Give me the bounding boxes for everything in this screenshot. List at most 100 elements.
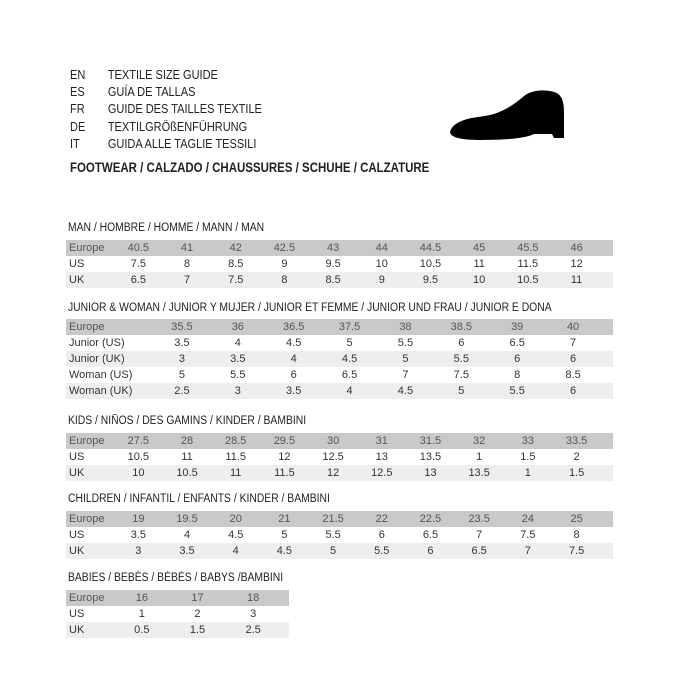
size-cell: 7.5	[211, 272, 261, 288]
size-cell: 21.5	[308, 511, 358, 527]
size-cell: 12	[552, 256, 601, 272]
size-cell: 4	[211, 543, 261, 559]
size-cell: 23.5	[454, 511, 504, 527]
row-padding	[601, 319, 613, 335]
size-cell: 5.5	[357, 543, 407, 559]
size-cell: 4	[162, 527, 212, 543]
size-cell: 5.5	[433, 351, 490, 367]
row-label: Europe	[66, 319, 154, 335]
size-cell: 45.5	[503, 240, 553, 256]
table-row: US 1 2 3	[66, 606, 289, 622]
size-cell: 3.5	[265, 383, 322, 399]
size-cell: 40	[545, 319, 601, 335]
size-cell: 44.5	[406, 240, 455, 256]
size-cell: 9	[260, 256, 309, 272]
section-title: CHILDREN / INFANTIL / ENFANTS / KINDER /…	[68, 493, 330, 505]
size-cell: 1.5	[169, 622, 226, 638]
size-cell: 11.5	[211, 449, 261, 465]
size-cell: 9.5	[308, 256, 358, 272]
table-row: UK 10 10.5 11 11.5 12 12.5 13 13.5 1 1.5	[66, 465, 613, 481]
section-children: CHILDREN / INFANTIL / ENFANTS / KINDER /…	[66, 492, 613, 559]
table-row: UK 6.5 7 7.5 8 8.5 9 9.5 10 10.5 11	[66, 272, 613, 288]
size-cell: 40.5	[114, 240, 163, 256]
size-table-children: Europe 19 19.5 20 21 21.5 22 22.5 23.5 24 25 US 3.5 4…	[66, 511, 613, 559]
section-babies: BABIES / BEBÉS / BÉBÉS / BABYS /BAMBINI …	[66, 571, 307, 638]
size-cell: 5	[260, 527, 309, 543]
size-cell: 31.5	[406, 433, 455, 449]
row-padding	[601, 511, 613, 527]
size-cell: 6	[357, 527, 407, 543]
table-row: Junior (UK) 3 3.5 4 4.5 5 5.5 6 6	[66, 351, 613, 367]
size-cell: 5	[154, 367, 210, 383]
size-cell: 10.5	[162, 465, 212, 481]
size-cell: 33	[503, 433, 553, 449]
size-cell: 18	[225, 590, 281, 606]
size-cell: 9	[357, 272, 407, 288]
size-cell: 11	[552, 272, 601, 288]
row-label: US	[66, 449, 114, 465]
row-label: Europe	[66, 240, 114, 256]
size-cell: 4.5	[265, 335, 322, 351]
size-cell: 9.5	[406, 272, 455, 288]
size-cell: 2	[169, 606, 226, 622]
size-cell: 6	[489, 351, 546, 367]
size-cell: 1.5	[503, 449, 553, 465]
size-cell: 3.5	[162, 543, 212, 559]
row-padding	[601, 465, 613, 481]
row-padding	[281, 622, 289, 638]
footwear-title: FOOTWEAR / CALZADO / CHAUSSURES / SCHUHE…	[70, 160, 430, 175]
size-cell: 12.5	[357, 465, 407, 481]
size-cell: 8	[552, 527, 601, 543]
row-label: Europe	[66, 433, 114, 449]
size-cell: 19	[114, 511, 163, 527]
size-cell: 7	[503, 543, 553, 559]
size-cell: 6	[545, 351, 601, 367]
table-row: US 3.5 4 4.5 5 5.5 6 6.5 7 7.5 8	[66, 527, 613, 543]
table-row: Europe 16 17 18	[66, 590, 289, 606]
size-cell: 4	[265, 351, 322, 367]
size-cell: 13	[357, 449, 407, 465]
row-label: US	[66, 606, 114, 622]
row-label: Woman (US)	[66, 367, 154, 383]
language-code: FR	[70, 102, 85, 117]
row-label: Woman (UK)	[66, 383, 154, 399]
section-kids: KIDS / NIÑOS / DES GAMINS / KINDER / BAM…	[66, 414, 613, 481]
table-row: Europe 40.5 41 42 42.5 43 44 44.5 45 45.5 46	[66, 240, 613, 256]
table-row: Woman (US) 5 5.5 6 6.5 7 7.5 8 8.5	[66, 367, 613, 383]
language-row-es: ES GUÍA DE TALLAS	[70, 84, 262, 101]
row-padding	[601, 272, 613, 288]
table-row: Europe 27.5 28 28.5 29.5 30 31 31.5 32 33 33.5	[66, 433, 613, 449]
size-cell: 3.5	[209, 351, 266, 367]
size-cell: 45	[454, 240, 504, 256]
size-cell: 3.5	[114, 527, 163, 543]
language-code: EN	[70, 68, 86, 82]
size-cell: 6	[433, 335, 490, 351]
section-title: MAN / HOMBRE / HOMME / MANN / MAN	[68, 222, 265, 234]
size-cell: 3	[114, 543, 163, 559]
size-cell: 12	[260, 449, 309, 465]
language-row-it: IT GUIDA ALLE TAGLIE TESSILI	[70, 136, 262, 153]
size-cell: 7.5	[433, 367, 490, 383]
size-table-junior-woman: Europe 35.5 36 36.5 37.5 38 38.5 39 40 Junior (US…	[66, 319, 613, 399]
row-padding	[601, 449, 613, 465]
size-cell: 1	[454, 449, 504, 465]
row-label: US	[66, 527, 114, 543]
size-cell: 8	[489, 367, 546, 383]
size-cell: 8	[260, 272, 309, 288]
size-cell: 6.5	[406, 527, 455, 543]
size-cell: 28	[162, 433, 212, 449]
size-cell: 42	[211, 240, 261, 256]
row-padding	[601, 543, 613, 559]
size-cell: 8.5	[545, 367, 601, 383]
size-cell: 5	[308, 543, 358, 559]
size-cell: 37.5	[321, 319, 378, 335]
row-padding	[601, 527, 613, 543]
size-cell: 31	[357, 433, 407, 449]
size-cell: 11	[211, 465, 261, 481]
table-row: Europe 19 19.5 20 21 21.5 22 22.5 23.5 24 25	[66, 511, 613, 527]
row-label: UK	[66, 622, 114, 638]
table-row: Junior (US) 3.5 4 4.5 5 5.5 6 6.5 7	[66, 335, 613, 351]
size-cell: 6	[545, 383, 601, 399]
size-cell: 28.5	[211, 433, 261, 449]
size-cell: 4.5	[211, 527, 261, 543]
